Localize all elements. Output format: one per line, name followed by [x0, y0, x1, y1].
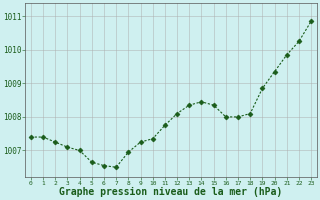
X-axis label: Graphe pression niveau de la mer (hPa): Graphe pression niveau de la mer (hPa)	[60, 187, 283, 197]
